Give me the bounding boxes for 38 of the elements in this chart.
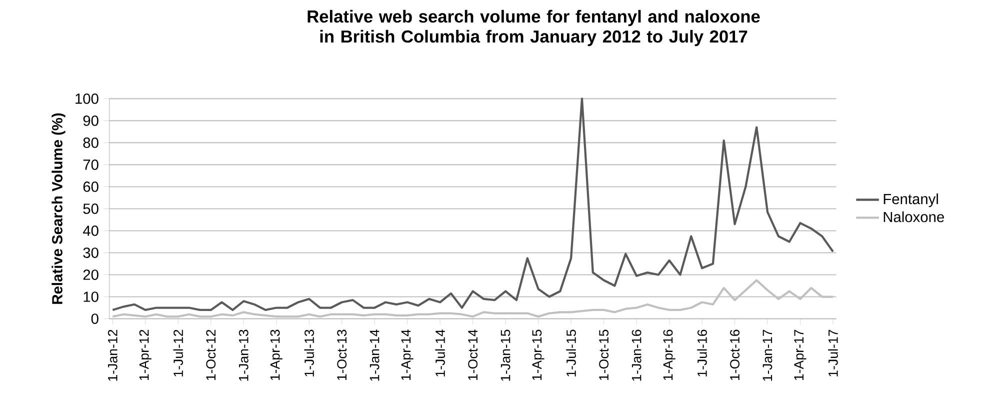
legend-label: Fentanyl [884,194,938,208]
x-tick-label: 1-Jan-17 [762,330,772,381]
y-tick-label: 70 [83,160,98,170]
x-tick-label: 1-Jan-12 [108,330,118,381]
y-tick-label: 20 [83,270,98,280]
y-tick-label: 50 [83,204,98,214]
x-tick-label: 1-Apr-13 [270,330,282,380]
y-tick-label: 10 [84,292,98,302]
x-tick-label: 1-Apr-17 [794,330,806,380]
y-tick-label: 80 [83,138,98,148]
x-tick-label: 1-Apr-16 [663,330,676,380]
legend-label: Naloxone [884,212,944,222]
x-tick-label: 1-Oct-13 [337,330,347,380]
y-axis-title: Relative Search Volume (%) [52,113,66,304]
x-tick-label: 1-Apr-14 [401,330,414,380]
x-tick-label: 1-Jul-15 [566,330,576,376]
x-tick-label: 1-Jul-13 [304,330,314,376]
x-tick-label: 1-Jul-16 [697,330,707,376]
chart-title: Relative web search volume for fentanyl and naloxone in British Columbia from January 2012 to July 2017 [308,10,760,46]
x-tick-label: 1-Oct-15 [599,330,609,380]
y-tick-label: 100 [76,94,98,104]
x-tick-label: 1-Oct-12 [206,330,216,380]
y-tick-label: 30 [83,248,98,258]
y-tick-label: 40 [82,226,98,236]
x-tick-label: 1-Oct-14 [468,330,478,380]
x-tick-label: 1-Jan-16 [632,330,642,381]
x-tick-label: 1-Jan-13 [238,330,248,381]
x-tick-label: 1-Jul-12 [173,330,184,376]
x-tick-label: 1-Apr-15 [532,330,544,380]
x-tick-label: 1-Oct-16 [730,330,740,380]
x-tick-label: 1-Apr-12 [139,330,152,380]
y-tick-label: 0 [91,314,98,324]
y-tick-label: 90 [83,116,98,126]
x-tick-label: 1-Jan-15 [500,330,510,381]
x-tick-label: 1-Jan-14 [370,330,380,381]
y-tick-label: 60 [83,182,98,192]
x-tick-label: 1-Jul-17 [828,330,838,376]
x-tick-label: 1-Jul-14 [435,330,445,376]
